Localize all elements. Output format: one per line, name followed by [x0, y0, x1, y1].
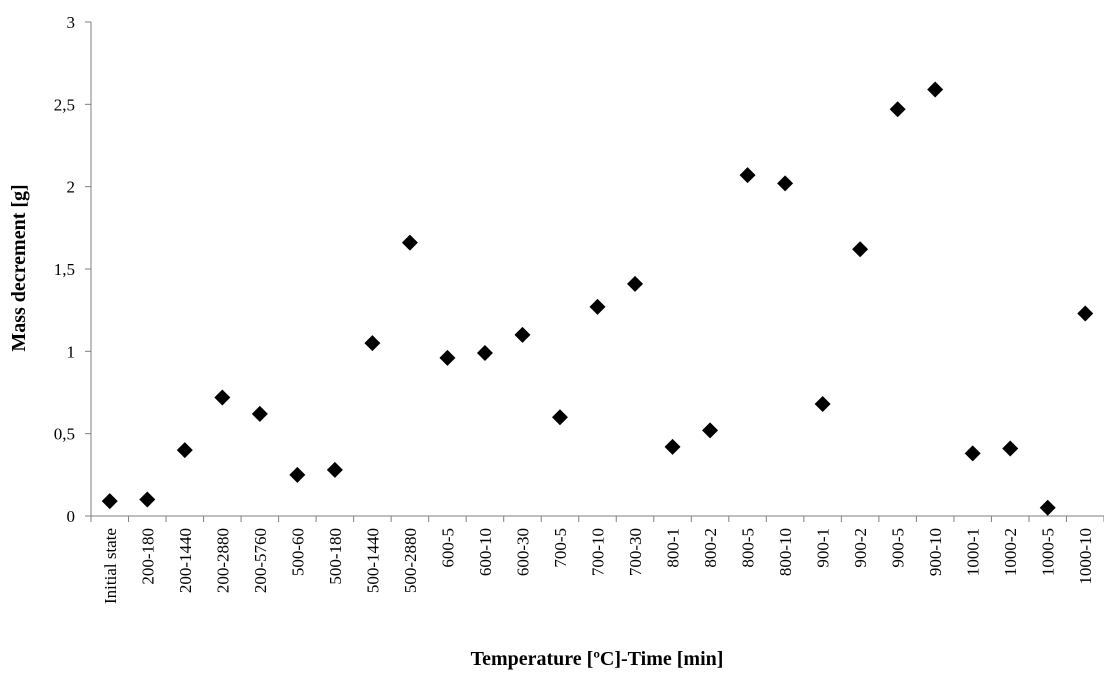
x-tick-label: 1000-5 [1039, 528, 1058, 576]
x-tick-label: 700-5 [551, 528, 570, 568]
data-point [364, 335, 381, 352]
data-point [139, 491, 156, 508]
y-tick-label: 2 [67, 178, 76, 197]
x-tick-label: 500-2880 [401, 528, 420, 593]
data-point [176, 442, 193, 459]
y-axis-title: Mass decrement [g] [8, 184, 30, 351]
y-tick-label: 0,5 [54, 425, 75, 444]
data-point [777, 175, 794, 192]
data-point [551, 409, 568, 426]
x-tick-label: 700-30 [626, 528, 645, 576]
data-point [1077, 305, 1094, 322]
data-point [889, 101, 906, 118]
data-point [214, 389, 231, 406]
x-tick-label: 500-1440 [363, 528, 382, 593]
x-tick-label: 800-5 [739, 528, 758, 568]
y-tick-label: 1,5 [54, 260, 75, 279]
data-point [814, 396, 831, 413]
x-tick-label: 200-180 [138, 528, 157, 585]
data-point [101, 493, 118, 510]
x-tick-label: 800-10 [776, 528, 795, 576]
x-tick-label: Initial state [101, 528, 120, 604]
x-tick-label: 800-1 [664, 528, 683, 568]
data-point [964, 445, 981, 462]
data-point [514, 326, 531, 343]
x-tick-label: 1000-2 [1001, 528, 1020, 576]
x-tick-label: 700-10 [589, 528, 608, 576]
y-tick-label: 0 [67, 507, 76, 526]
y-tick-label: 3 [67, 13, 76, 32]
data-point [702, 422, 719, 439]
x-tick-label: 800-2 [701, 528, 720, 568]
y-axis: 0 0,5 1 1,5 2 2,5 3 [54, 13, 92, 526]
x-tick-label: 500-60 [288, 528, 307, 576]
data-point [476, 344, 493, 361]
x-tick-label: 600-5 [438, 528, 457, 568]
x-tick-label: 1000-10 [1076, 528, 1095, 585]
x-tick-label: 900-5 [889, 528, 908, 568]
y-tick-label: 1 [67, 342, 76, 361]
data-point [401, 234, 418, 251]
x-tick-label: 200-5760 [251, 528, 270, 593]
data-point [852, 241, 869, 258]
x-tick-label: 900-10 [926, 528, 945, 576]
x-tick-label: 1000-1 [964, 528, 983, 576]
x-tick-label: 600-30 [513, 528, 532, 576]
data-point [739, 167, 756, 184]
data-point [927, 81, 944, 98]
x-tick-label: 500-180 [326, 528, 345, 585]
x-tick-label: 200-2880 [213, 528, 232, 593]
x-tick-label: 900-2 [851, 528, 870, 568]
x-axis-title: Temperature [ºC]-Time [min] [471, 648, 724, 670]
x-tick-label: 200-1440 [176, 528, 195, 593]
data-point [326, 461, 343, 478]
y-tick-label: 2,5 [54, 95, 75, 114]
data-point [664, 438, 681, 455]
data-points [101, 81, 1094, 516]
data-point [439, 349, 456, 366]
data-point [251, 405, 268, 422]
data-point [1039, 499, 1056, 516]
x-axis: Initial state 200-180 200-1440 200-2880 200-… [90, 515, 1104, 604]
data-point [1002, 440, 1019, 457]
x-tick-label: 900-1 [814, 528, 833, 568]
data-point [289, 466, 306, 483]
data-point [589, 298, 606, 315]
x-tick-label: 600-10 [476, 528, 495, 576]
data-point [627, 275, 644, 292]
